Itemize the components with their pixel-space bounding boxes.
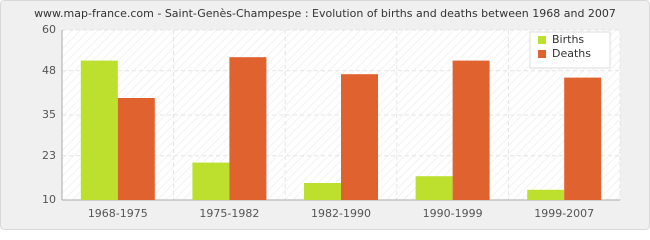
bar bbox=[341, 74, 378, 200]
legend-swatch bbox=[538, 36, 546, 44]
x-tick-label: 1990-1999 bbox=[423, 207, 483, 220]
bar bbox=[229, 57, 267, 201]
x-tick-label: 1975-1982 bbox=[199, 207, 259, 220]
legend-label: Births bbox=[552, 33, 584, 46]
x-tick-label: 1999-2007 bbox=[534, 207, 594, 220]
x-tick-label: 1968-1975 bbox=[88, 207, 148, 220]
bar bbox=[452, 60, 490, 200]
chart: www.map-france.com - Saint-Genès-Champes… bbox=[0, 0, 650, 230]
x-tick-label: 1982-1990 bbox=[311, 207, 371, 220]
bar bbox=[117, 98, 155, 200]
y-tick-label: 23 bbox=[42, 149, 56, 162]
bar bbox=[192, 162, 230, 200]
bar bbox=[304, 183, 341, 200]
legend-label: Deaths bbox=[552, 47, 591, 60]
bar bbox=[415, 176, 453, 200]
y-tick-label: 10 bbox=[42, 193, 56, 206]
bar bbox=[80, 60, 118, 200]
bar bbox=[527, 189, 565, 200]
chart-title: www.map-france.com - Saint-Genès-Champes… bbox=[34, 7, 616, 20]
legend-swatch bbox=[538, 50, 546, 58]
bar bbox=[564, 77, 602, 200]
y-tick-label: 60 bbox=[42, 23, 56, 36]
y-tick-label: 35 bbox=[42, 108, 56, 121]
y-tick-label: 48 bbox=[42, 64, 56, 77]
